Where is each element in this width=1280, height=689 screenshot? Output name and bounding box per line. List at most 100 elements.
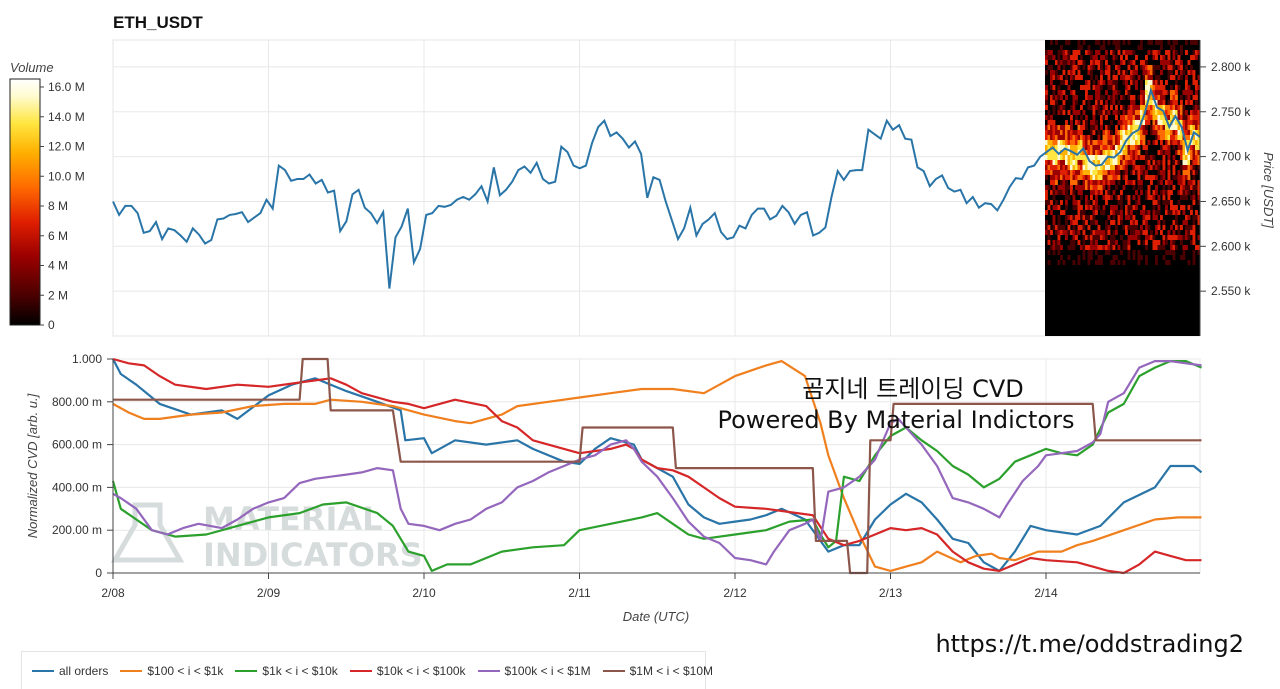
heatmap-cell [1082, 215, 1086, 220]
heatmap-cell [1075, 180, 1078, 185]
heatmap-cell [1160, 125, 1163, 130]
heatmap-cell [1072, 240, 1076, 245]
heatmap-cell [1082, 110, 1086, 115]
heatmap-cell [1080, 155, 1083, 160]
heatmap-cell [1055, 125, 1058, 130]
heatmap-cell [1050, 160, 1053, 165]
heatmap-cell [1095, 150, 1098, 155]
heatmap-cell [1167, 230, 1171, 235]
heatmap-cell [1077, 185, 1081, 190]
heatmap-cell [1072, 100, 1076, 105]
heatmap-cell [1155, 245, 1158, 250]
heatmap-cell [1062, 110, 1066, 115]
heatmap-cell [1065, 195, 1068, 200]
heatmap-cell [1087, 185, 1091, 190]
heatmap-cell [1067, 170, 1071, 175]
heatmap-cell [1162, 225, 1166, 230]
heatmap-cell [1157, 95, 1161, 100]
heatmap-cell [1192, 240, 1196, 245]
heatmap-cell [1127, 105, 1131, 110]
heatmap-cell [1170, 205, 1173, 210]
heatmap-cell [1070, 170, 1073, 175]
heatmap-cell [1127, 235, 1131, 240]
heatmap-cell [1197, 110, 1201, 115]
heatmap-cell [1177, 160, 1181, 165]
heatmap-cell [1130, 145, 1133, 150]
heatmap-cell [1052, 145, 1056, 150]
heatmap-cell [1135, 115, 1138, 120]
heatmap-cell [1127, 65, 1131, 70]
heatmap-cell [1175, 100, 1178, 105]
heatmap-cell [1072, 155, 1076, 160]
heatmap-cell [1067, 160, 1071, 165]
heatmap-cell [1055, 130, 1058, 135]
heatmap-cell [1050, 100, 1053, 105]
heatmap-cell [1125, 170, 1128, 175]
heatmap-cell [1100, 95, 1103, 100]
legend-item[interactable]: $10k < i < $100k [349, 664, 466, 678]
heatmap-cell [1125, 55, 1128, 60]
heatmap-cell [1055, 95, 1058, 100]
heatmap-cell [1192, 200, 1196, 205]
heatmap-cell [1080, 225, 1083, 230]
heatmap-cell [1195, 100, 1198, 105]
legend-item[interactable]: $100 < i < $1k [120, 664, 223, 678]
heatmap-cell [1057, 60, 1061, 65]
heatmap-cell [1167, 145, 1171, 150]
heatmap-cell [1055, 165, 1058, 170]
heatmap-cell [1110, 150, 1113, 155]
heatmap-cell [1177, 75, 1181, 80]
heatmap-cell [1150, 85, 1153, 90]
heatmap-cell [1062, 160, 1066, 165]
heatmap-cell [1092, 170, 1096, 175]
heatmap-cell [1187, 175, 1191, 180]
heatmap-cell [1165, 80, 1168, 85]
heatmap-cell [1110, 175, 1113, 180]
heatmap-cell [1172, 240, 1176, 245]
heatmap-cell [1130, 170, 1133, 175]
heatmap-cell [1135, 70, 1138, 75]
heatmap-cell [1127, 255, 1131, 260]
heatmap-cell [1117, 135, 1121, 140]
legend-item[interactable]: $1M < i < $10M [602, 664, 713, 678]
heatmap-cell [1060, 160, 1063, 165]
heatmap-cell [1122, 125, 1126, 130]
heatmap-cell [1072, 95, 1076, 100]
heatmap-cell [1085, 215, 1088, 220]
heatmap-cell [1057, 65, 1061, 70]
legend-item[interactable]: all orders [32, 664, 108, 678]
heatmap-cell [1177, 135, 1181, 140]
heatmap-cell [1075, 95, 1078, 100]
heatmap-cell [1192, 225, 1196, 230]
legend: all orders $100 < i < $1k $1k < i < $10k $1… [21, 651, 713, 689]
heatmap-cell [1127, 155, 1131, 160]
heatmap-cell [1177, 85, 1181, 90]
heatmap-cell [1077, 110, 1081, 115]
heatmap-cell [1130, 205, 1133, 210]
heatmap-cell [1122, 80, 1126, 85]
heatmap-cell [1132, 75, 1136, 80]
heatmap-cell [1152, 115, 1156, 120]
heatmap-cell [1125, 225, 1128, 230]
legend-item[interactable]: $1k < i < $10k [235, 664, 338, 678]
heatmap-cell [1050, 65, 1053, 70]
heatmap-cell [1185, 155, 1188, 160]
heatmap-cell [1045, 60, 1048, 65]
heatmap-cell [1150, 125, 1153, 130]
heatmap-cell [1160, 150, 1163, 155]
heatmap-cell [1145, 90, 1148, 95]
heatmap-cell [1170, 60, 1173, 65]
heatmap-cell [1152, 200, 1156, 205]
heatmap-cell [1192, 155, 1196, 160]
heatmap-cell [1140, 80, 1143, 85]
heatmap-cell [1192, 185, 1196, 190]
heatmap-cell [1095, 105, 1098, 110]
heatmap-cell [1187, 140, 1191, 145]
heatmap-cell [1190, 55, 1193, 60]
heatmap-cell [1190, 170, 1193, 175]
heatmap-cell [1062, 145, 1066, 150]
heatmap-cell [1125, 130, 1128, 135]
legend-item[interactable]: $100k < i < $1M [477, 664, 591, 678]
heatmap-cell [1050, 40, 1053, 45]
heatmap-cell [1140, 65, 1143, 70]
